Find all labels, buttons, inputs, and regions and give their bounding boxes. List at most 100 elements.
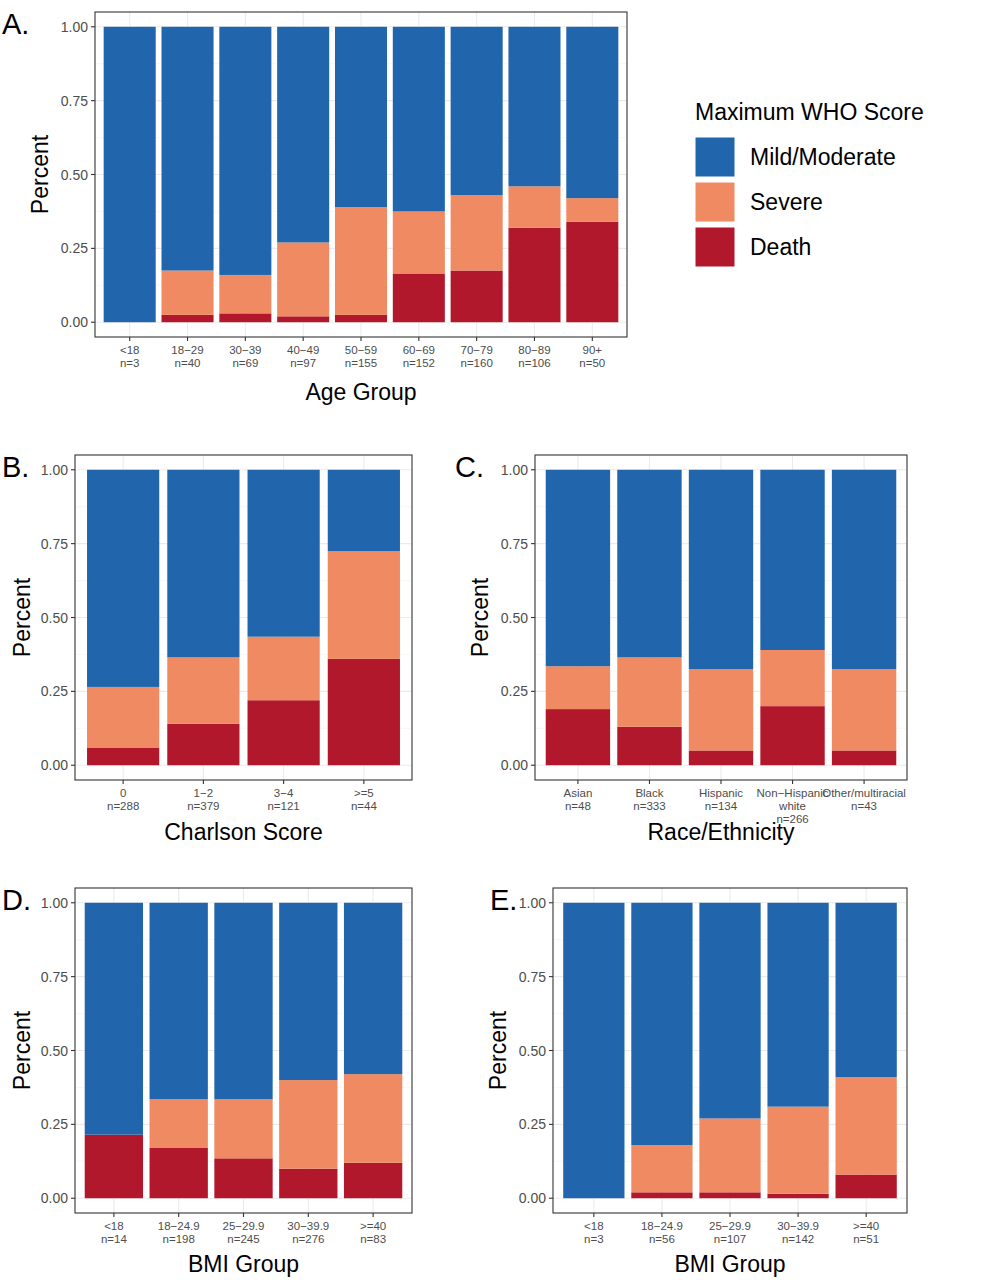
panel-title: B. bbox=[2, 451, 29, 483]
y-tick bbox=[91, 174, 95, 175]
panel: 0.000.250.500.751.00<18n=318−29n=4030−39… bbox=[2, 8, 924, 405]
x-tick-label: 30−39n=69 bbox=[229, 344, 261, 369]
bar-segment bbox=[451, 27, 503, 195]
x-tick-label-line: n=276 bbox=[292, 1233, 324, 1245]
bar-segment bbox=[150, 903, 208, 1099]
x-tick-label-line: n=43 bbox=[851, 800, 877, 812]
bar-segment bbox=[277, 27, 329, 243]
x-axis-title: BMI Group bbox=[188, 1251, 299, 1277]
bar-segment bbox=[167, 724, 239, 765]
x-tick-label: <18n=3 bbox=[584, 1220, 604, 1245]
y-tick-label: 0.75 bbox=[501, 536, 528, 552]
x-tick-label-line: <18 bbox=[120, 344, 140, 356]
y-axis-title: Percent bbox=[9, 1010, 35, 1090]
x-tick-label-line: n=3 bbox=[584, 1233, 604, 1245]
x-axis-title: Race/Ethnicity bbox=[647, 819, 795, 845]
x-tick bbox=[303, 337, 304, 341]
y-tick bbox=[91, 26, 95, 27]
bar-segment bbox=[566, 27, 618, 198]
x-tick bbox=[593, 1213, 594, 1217]
x-tick-label-line: 18−24.9 bbox=[158, 1220, 200, 1232]
plot-frame bbox=[95, 12, 627, 337]
bar-segment bbox=[760, 650, 824, 706]
bar-segment bbox=[335, 27, 387, 207]
bar-segment bbox=[451, 195, 503, 270]
x-tick-label: Other/multiracialn=43 bbox=[822, 787, 906, 812]
x-tick-label: <18n=3 bbox=[120, 344, 140, 369]
bar-segment bbox=[328, 659, 400, 765]
bar-segment bbox=[631, 1192, 692, 1198]
x-tick-label-line: n=106 bbox=[518, 357, 550, 369]
y-axis-title: Percent bbox=[27, 134, 53, 214]
bar-segment bbox=[150, 1099, 208, 1148]
x-tick-label-line: <18 bbox=[104, 1220, 124, 1232]
x-tick bbox=[187, 337, 188, 341]
x-tick-label-line: n=134 bbox=[705, 800, 738, 812]
y-tick-label: 0.75 bbox=[41, 536, 68, 552]
x-tick-label: 3−4n=121 bbox=[267, 787, 299, 812]
x-tick-label-line: n=40 bbox=[175, 357, 201, 369]
bar-segment bbox=[393, 211, 445, 273]
x-tick-label-line: n=155 bbox=[345, 357, 377, 369]
y-tick-label: 1.00 bbox=[519, 895, 546, 911]
bar-segment bbox=[617, 727, 681, 765]
x-tick bbox=[534, 337, 535, 341]
y-tick-label: 0.75 bbox=[519, 969, 546, 985]
legend-key bbox=[695, 227, 735, 267]
x-tick-label-line: n=142 bbox=[782, 1233, 814, 1245]
x-axis-title: Age Group bbox=[305, 379, 416, 405]
figure: 0.000.250.500.751.00<18n=318−29n=4030−39… bbox=[0, 0, 994, 1280]
x-tick-label: 50−59n=155 bbox=[345, 344, 377, 369]
plot-frame bbox=[535, 455, 907, 780]
y-tick-label: 0.25 bbox=[519, 1116, 546, 1132]
y-tick-label: 0.25 bbox=[61, 240, 88, 256]
x-tick-label-line: n=48 bbox=[565, 800, 591, 812]
y-tick bbox=[71, 691, 75, 692]
bar-segment bbox=[87, 470, 159, 687]
bar-segment bbox=[277, 242, 329, 316]
x-tick-label: Asiann=48 bbox=[564, 787, 593, 812]
y-tick bbox=[531, 543, 535, 544]
x-tick-label-line: 18−24.9 bbox=[641, 1220, 683, 1232]
x-tick bbox=[720, 780, 721, 784]
x-tick bbox=[308, 1213, 309, 1217]
x-tick-label-line: >=40 bbox=[853, 1220, 879, 1232]
bar-segment bbox=[689, 750, 753, 765]
x-tick-label: Hispanicn=134 bbox=[699, 787, 743, 812]
bars bbox=[85, 903, 403, 1198]
x-tick-label-line: 60−69 bbox=[403, 344, 435, 356]
legend-label: Severe bbox=[750, 189, 823, 215]
x-tick-label-line: n=121 bbox=[267, 800, 299, 812]
x-tick-label-line: n=245 bbox=[227, 1233, 259, 1245]
bar-segment bbox=[451, 271, 503, 323]
x-tick-label-line: 30−39 bbox=[229, 344, 261, 356]
panel-title: D. bbox=[2, 884, 31, 916]
x-tick-label-line: Black bbox=[635, 787, 663, 799]
x-tick-label: >=40n=83 bbox=[360, 1220, 386, 1245]
bar-segment bbox=[760, 470, 824, 650]
x-tick-label-line: n=44 bbox=[351, 800, 378, 812]
x-axis-title: BMI Group bbox=[674, 1251, 785, 1277]
y-tick bbox=[71, 902, 75, 903]
y-axis-title: Percent bbox=[485, 1010, 511, 1090]
bar-segment bbox=[546, 470, 610, 666]
x-tick-label: >=5n=44 bbox=[351, 787, 378, 812]
legend-key bbox=[695, 182, 735, 222]
bars bbox=[104, 27, 619, 322]
bars bbox=[563, 903, 897, 1198]
x-tick-label-line: 0 bbox=[120, 787, 126, 799]
x-tick-label-line: n=14 bbox=[101, 1233, 128, 1245]
bar-segment bbox=[167, 657, 239, 723]
bar-segment bbox=[631, 1145, 692, 1192]
x-tick bbox=[729, 1213, 730, 1217]
bar-segment bbox=[150, 1148, 208, 1198]
bar-segment bbox=[162, 271, 214, 315]
x-tick bbox=[476, 337, 477, 341]
x-tick bbox=[864, 780, 865, 784]
y-tick-label: 0.50 bbox=[41, 1043, 68, 1059]
x-tick-label: 90+n=50 bbox=[579, 344, 605, 369]
x-tick-label-line: >=5 bbox=[354, 787, 374, 799]
x-tick bbox=[792, 780, 793, 784]
y-tick bbox=[549, 1124, 553, 1125]
x-tick-label-line: n=51 bbox=[853, 1233, 879, 1245]
